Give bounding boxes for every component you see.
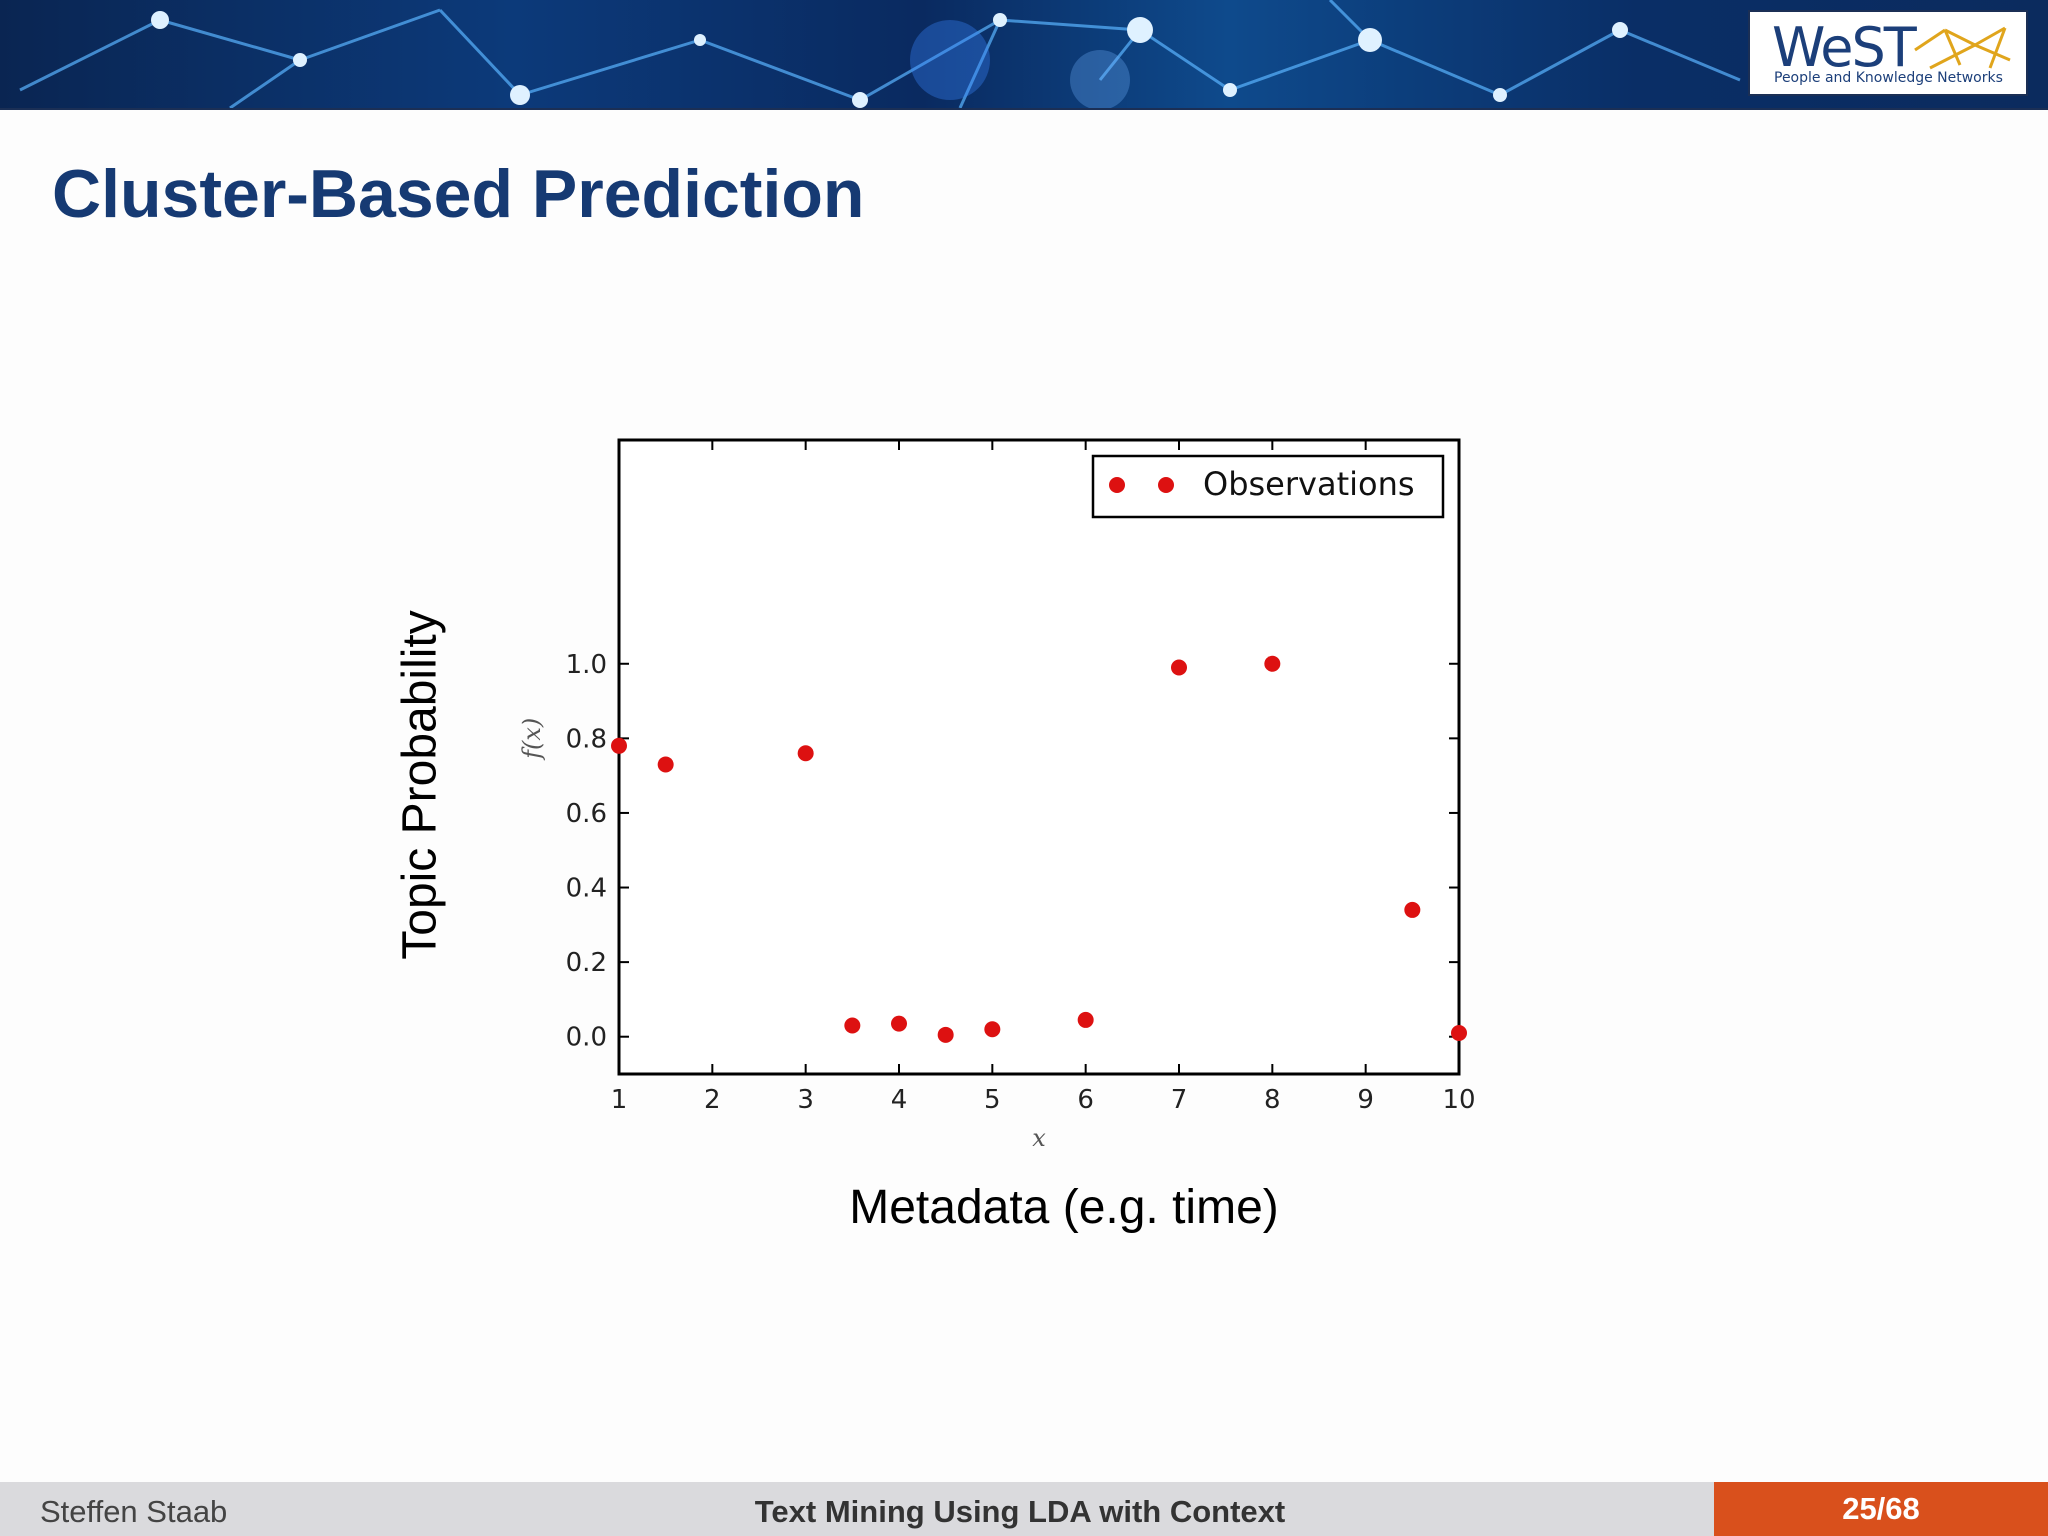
- west-logo: WeST People and Knowledge Networks: [1748, 10, 2028, 96]
- scatter-chart: 1 2 3 4 5 6 7 8 9 10 0.0 0.2 0.4 0.6 0.8 1.0 x f(x) Observ…: [518, 438, 1476, 1152]
- logo-wordmark: WeST: [1772, 16, 1917, 79]
- network-graphic: [19, 0, 1741, 108]
- x-tick-label: 10: [1442, 1085, 1475, 1115]
- x-tick-label: 6: [1077, 1085, 1094, 1115]
- y-tick-label: 0.6: [566, 799, 607, 829]
- y-tick-label: 0.2: [566, 948, 607, 978]
- header-banner: WeST People and Knowledge Networks: [0, 0, 2048, 110]
- footer-bar: Steffen Staab Text Mining Using LDA with…: [0, 1482, 2048, 1536]
- data-point: [1451, 1024, 1467, 1041]
- data-point: [1264, 655, 1281, 672]
- data-point: [844, 1017, 861, 1034]
- data-point: [611, 737, 627, 754]
- x-tick-label: 5: [984, 1085, 1001, 1115]
- plot-frame: [617, 438, 1461, 1076]
- x-axis-label: x: [1032, 1124, 1046, 1152]
- page-number: 25/68: [1714, 1482, 2048, 1536]
- logo-network-icon: [1914, 26, 2011, 70]
- x-tick-label: 2: [704, 1085, 721, 1115]
- y-axis-label: f(x): [518, 718, 546, 761]
- data-point: [1077, 1011, 1094, 1028]
- data-point: [657, 756, 674, 773]
- legend-marker: [1109, 477, 1125, 493]
- data-point: [1171, 659, 1187, 676]
- data-point: [1404, 901, 1421, 918]
- data-point: [984, 1021, 1001, 1038]
- metadata-label: Metadata (e.g. time): [849, 1181, 1279, 1234]
- x-tick-label: 1: [611, 1085, 628, 1115]
- data-point: [797, 745, 814, 762]
- footer-author: Steffen Staab: [40, 1494, 228, 1529]
- x-tick-label: 8: [1264, 1085, 1281, 1115]
- y-tick-label: 1.0: [566, 650, 607, 680]
- data-point: [891, 1015, 907, 1032]
- y-tick-label: 0.0: [566, 1023, 607, 1053]
- logo-subtitle: People and Knowledge Networks: [1774, 70, 2003, 86]
- footer-talk-title: Text Mining Using LDA with Context: [754, 1494, 1286, 1529]
- x-tick-label: 7: [1171, 1085, 1188, 1115]
- y-tick-label: 0.4: [566, 874, 607, 904]
- x-tick-label: 9: [1357, 1085, 1374, 1115]
- y-tick-label: 0.8: [566, 724, 607, 754]
- legend-label: Observations: [1203, 465, 1415, 503]
- x-tick-label: 4: [891, 1085, 908, 1115]
- x-tick-label: 3: [797, 1085, 814, 1115]
- legend-box: [1091, 454, 1445, 519]
- slide-title: Cluster-Based Prediction: [52, 156, 865, 232]
- data-point: [937, 1026, 954, 1043]
- legend-marker: [1158, 477, 1174, 493]
